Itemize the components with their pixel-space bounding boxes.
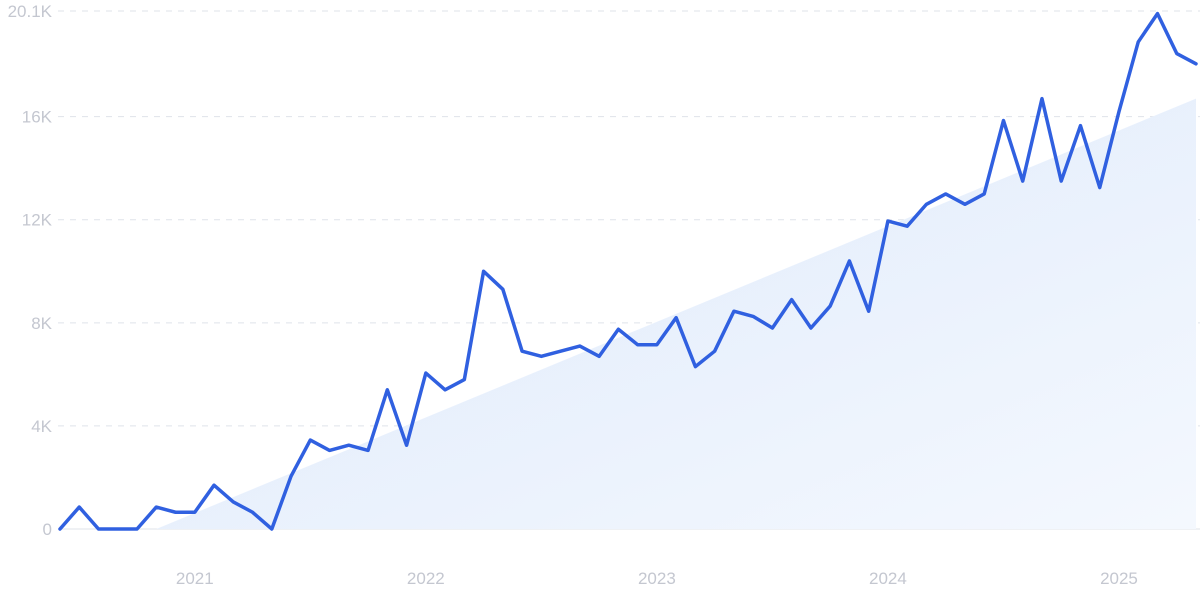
y-axis-ticks: 0 4K 8K 12K 16K 20.1K bbox=[8, 2, 53, 539]
y-tick-label: 4K bbox=[31, 417, 52, 436]
x-tick-label: 2024 bbox=[869, 569, 907, 588]
y-tick-label: 16K bbox=[22, 108, 53, 127]
y-tick-label: 20.1K bbox=[8, 2, 53, 21]
trend-area bbox=[156, 98, 1196, 529]
x-tick-label: 2023 bbox=[638, 569, 676, 588]
x-axis-ticks: 2021 2022 2023 2024 2025 bbox=[176, 569, 1138, 588]
y-tick-label: 0 bbox=[43, 520, 52, 539]
x-tick-label: 2021 bbox=[176, 569, 214, 588]
y-tick-label: 12K bbox=[22, 211, 53, 230]
x-tick-label: 2022 bbox=[407, 569, 445, 588]
trend-area-fill bbox=[156, 98, 1196, 529]
y-tick-label: 8K bbox=[31, 314, 52, 333]
series-line bbox=[58, 11, 1198, 531]
x-tick-label: 2025 bbox=[1100, 569, 1138, 588]
series-lines bbox=[58, 11, 1198, 531]
